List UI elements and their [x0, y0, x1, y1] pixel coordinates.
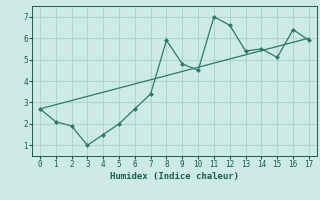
X-axis label: Humidex (Indice chaleur): Humidex (Indice chaleur)	[110, 172, 239, 181]
